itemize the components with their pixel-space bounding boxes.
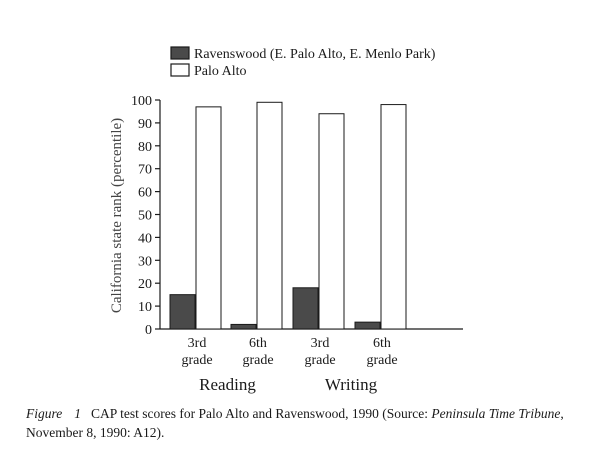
category-label-line1: 3rd [311,336,330,351]
bar-ravenswood [354,321,381,330]
bar-palo-alto [195,106,222,330]
bar-chart: Ravenswood (E. Palo Alto, E. Menlo Park)… [109,46,463,394]
y-tick-label: 90 [138,117,152,132]
figure-caption: Figure 1 CAP test scores for Palo Alto and… [26,404,586,442]
bar-palo-alto [256,101,283,330]
y-tick-label: 0 [145,323,152,338]
y-tick-label: 10 [138,300,152,315]
category-label-line1: 3rd [188,336,207,351]
category-label-line1: 6th [249,336,267,351]
y-tick-label: 60 [138,186,152,201]
bar-ravenswood [292,287,319,330]
legend-label: Ravenswood (E. Palo Alto, E. Menlo Park) [194,47,436,62]
y-axis-title: California state rank (percentile) [109,118,125,313]
category-label-line2: grade [304,353,335,368]
bar-palo-alto [380,104,407,330]
caption-source: Peninsula Time Tribune [431,406,561,421]
y-tick-label: 40 [138,231,152,246]
category-label-line2: grade [242,353,273,368]
y-tick-label: 20 [138,277,152,292]
y-tick-label: 70 [138,163,152,178]
legend-swatch [170,46,190,60]
legend-label: Palo Alto [194,64,247,79]
category-label-line2: grade [366,353,397,368]
y-tick-label: 30 [138,254,152,269]
y-tick-label: 50 [138,209,152,224]
bar-ravenswood [230,323,257,330]
caption-label: Figure [26,406,63,421]
caption-text: CAP test scores for Palo Alto and Ravens… [91,406,432,421]
category-label-line1: 6th [373,336,391,351]
group-label: Reading [199,375,256,394]
caption-number: 1 [74,406,81,421]
bar-ravenswood [169,294,196,330]
y-tick-label: 100 [131,94,152,109]
caption-text-end: , November 8, 1990: A12). [26,406,564,440]
bar-palo-alto [318,113,345,330]
y-tick-label: 80 [138,140,152,155]
legend-swatch [170,63,190,77]
group-label: Writing [325,375,378,394]
category-label-line2: grade [181,353,212,368]
